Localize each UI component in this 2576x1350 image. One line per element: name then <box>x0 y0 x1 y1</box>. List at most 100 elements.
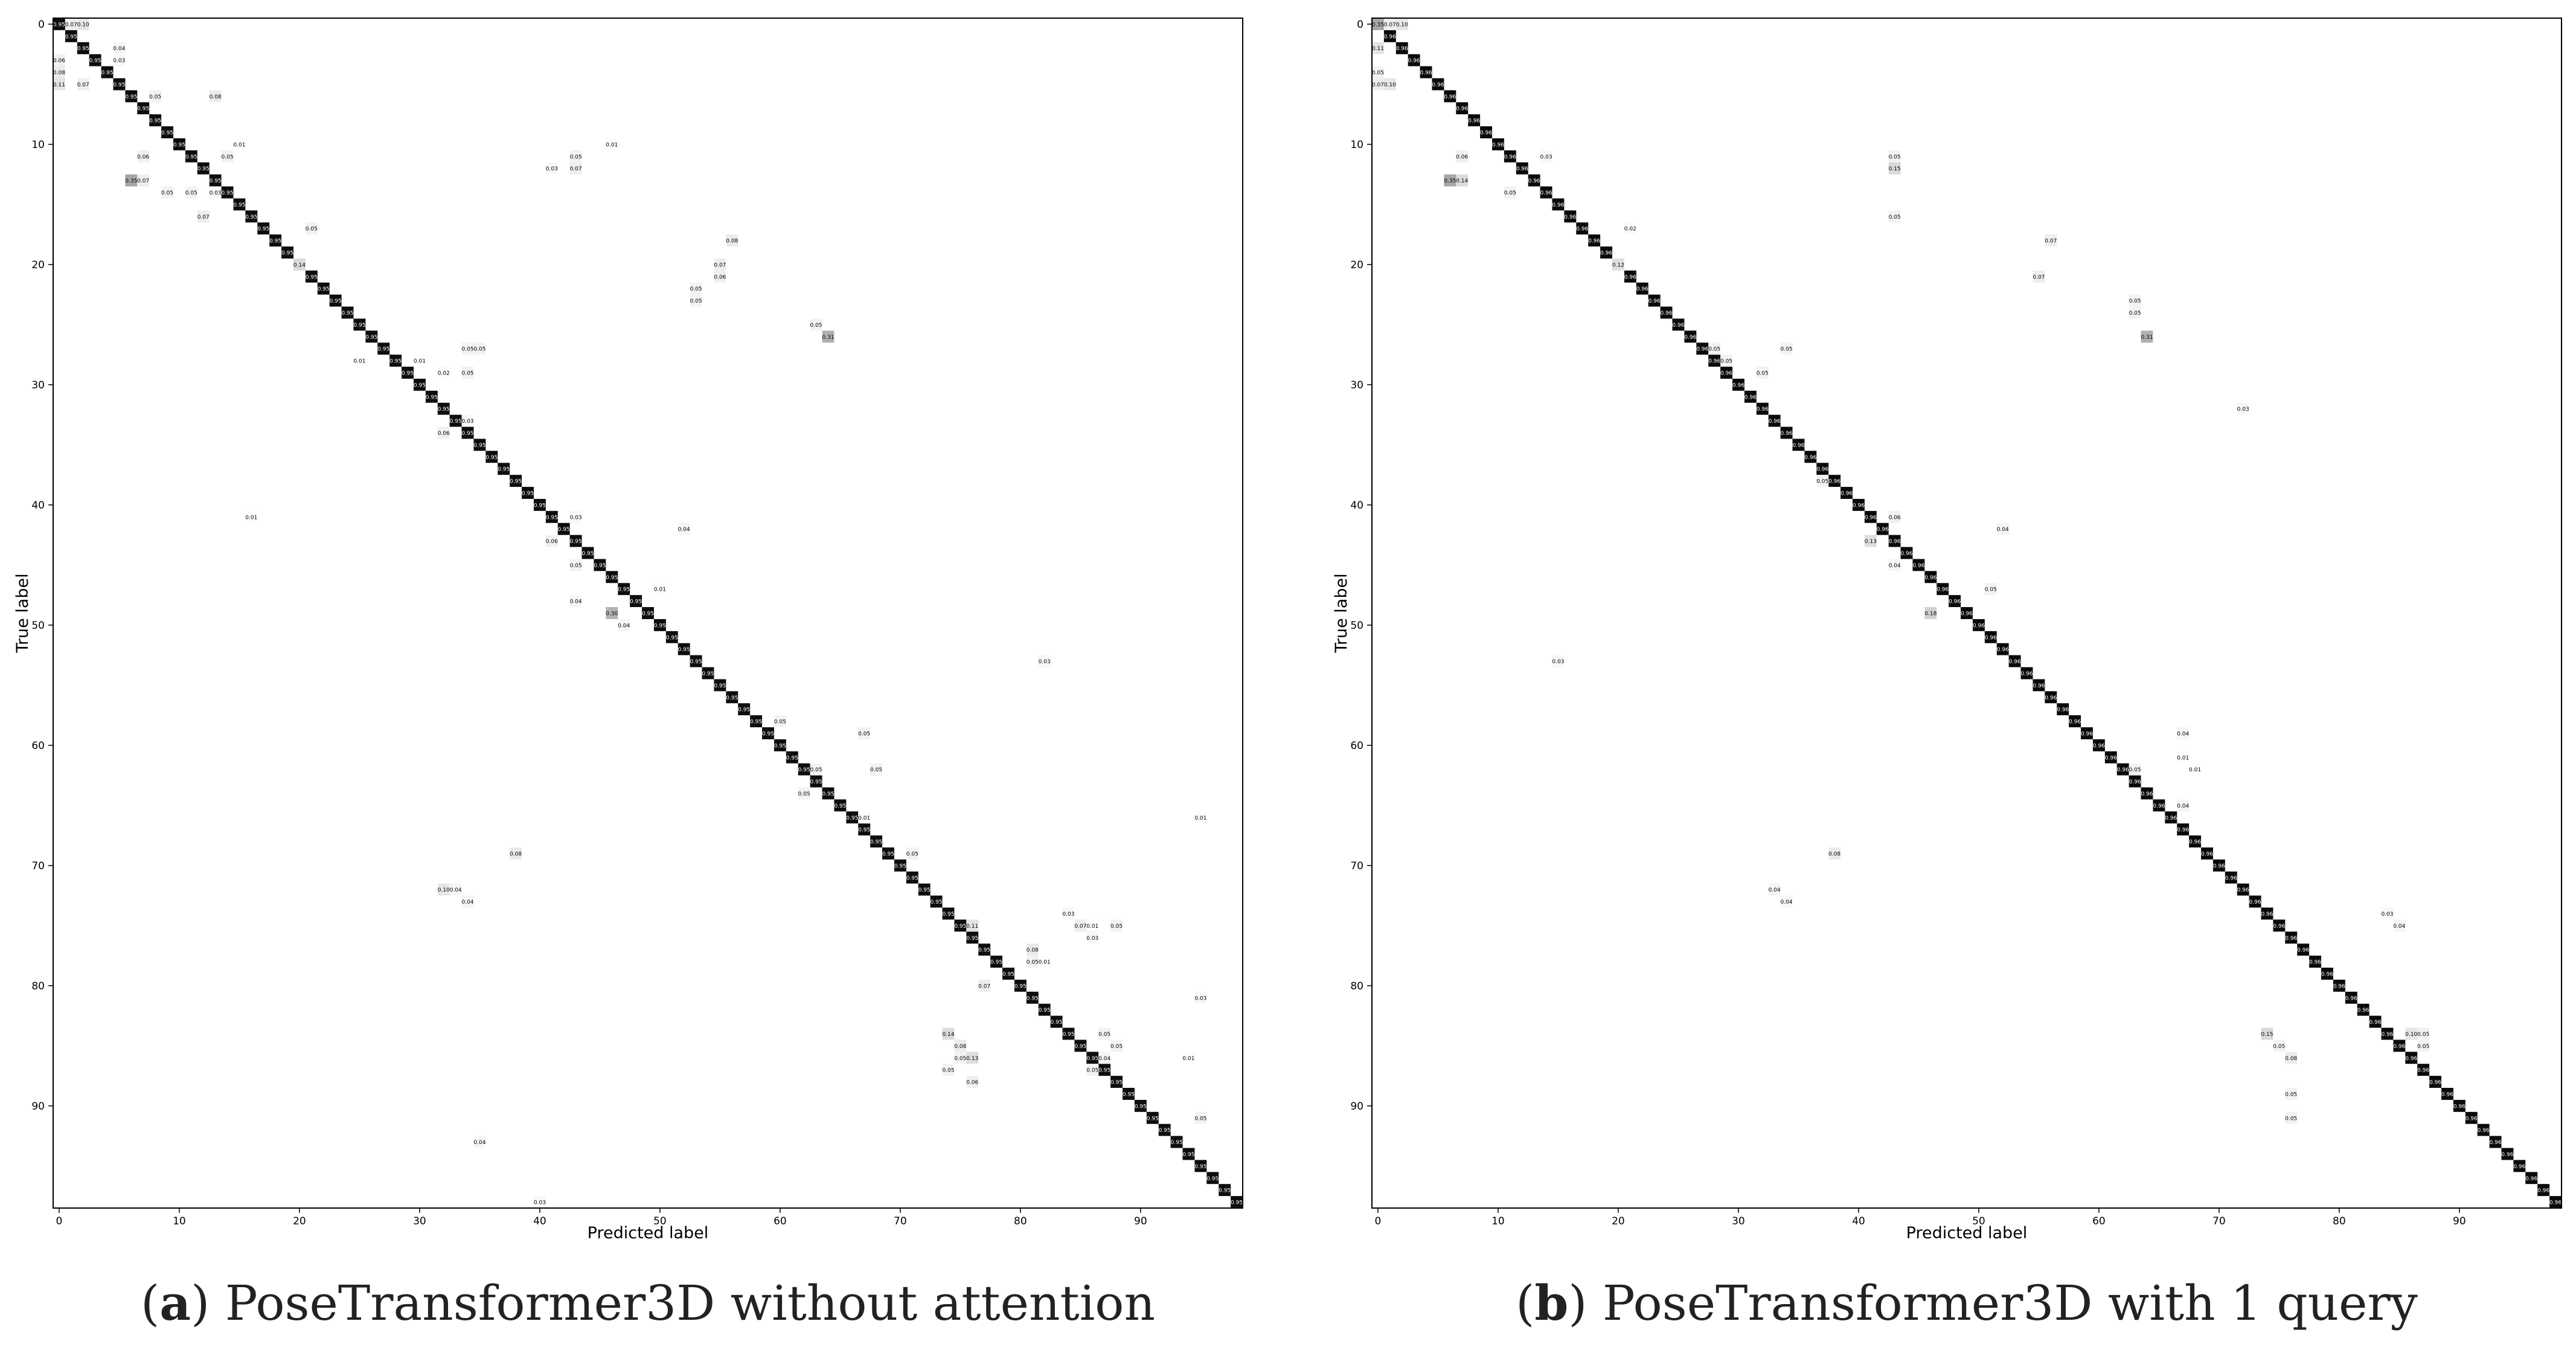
cell-value-label: 0.95 <box>1014 983 1027 989</box>
caption-b: (b) PoseTransformer3D with 1 query <box>1516 1274 2418 1331</box>
cell-value-label: 0.04 <box>2177 731 2189 737</box>
heatmap-cell <box>1383 30 1396 42</box>
cell-value-label: 0.96 <box>1924 575 1937 581</box>
cell-value-label: 0.06 <box>714 274 726 280</box>
heatmap-cell <box>726 234 739 247</box>
cell-value-label: 0.96 <box>1636 286 1648 292</box>
heatmap-cell <box>329 294 342 307</box>
cell-value-label: 0.11 <box>966 924 978 930</box>
heatmap-cell <box>449 414 462 427</box>
heatmap-cell <box>1231 1196 1243 1208</box>
cell-value-label: 0.05 <box>149 94 161 100</box>
caption-open-paren: ( <box>141 1275 159 1331</box>
heatmap-cell <box>209 186 222 199</box>
heatmap-cell <box>966 931 979 944</box>
heatmap-cell <box>1780 895 1793 908</box>
x-tick-label: 10 <box>1491 1215 1505 1227</box>
heatmap-cell <box>1050 1015 1063 1028</box>
heatmap-cell <box>1372 18 1384 30</box>
heatmap-cell <box>942 907 955 920</box>
heatmap-cell <box>2033 270 2045 283</box>
heatmap-cell <box>1612 258 1624 271</box>
cell-value-label: 0.96 <box>2549 1200 2562 1206</box>
cell-value-label: 0.02 <box>438 371 450 377</box>
heatmap-cell <box>293 258 306 271</box>
cell-value-label: 0.05 <box>2285 1091 2297 1098</box>
cell-value-label: 0.95 <box>137 106 149 112</box>
heatmap-cell <box>305 270 318 283</box>
cell-value-label: 0.95 <box>65 34 77 40</box>
cell-value-label: 0.06 <box>1456 154 1468 160</box>
cell-value-label: 0.95 <box>377 347 389 353</box>
heatmap-cell <box>774 739 786 751</box>
heatmap-cell <box>113 78 126 91</box>
cell-value-label: 0.95 <box>798 767 810 773</box>
x-tick-label: 60 <box>774 1215 787 1227</box>
cell-value-label: 0.96 <box>2321 971 2333 977</box>
cell-value-label: 0.95 <box>738 707 750 713</box>
heatmap-cell <box>2033 679 2045 692</box>
heatmap-cell <box>1816 463 1829 475</box>
cell-value-label: 0.07 <box>978 983 990 989</box>
cell-value-label: 0.05 <box>858 731 870 737</box>
cell-value-label: 0.95 <box>594 563 606 569</box>
cell-value-label: 0.95 <box>666 635 678 641</box>
cell-value-label: 0.95 <box>173 142 185 148</box>
cell-value-label: 0.96 <box>1804 455 1816 461</box>
heatmap-cell <box>1792 439 1805 451</box>
heatmap-cell <box>1516 162 1528 175</box>
cell-value-label: 0.05 <box>185 190 197 196</box>
cell-value-label: 0.05 <box>798 791 810 797</box>
heatmap-cell <box>930 895 943 908</box>
cell-value-label: 0.96 <box>1384 34 1396 40</box>
heatmap-cell <box>2116 763 2129 776</box>
cell-value-label: 0.95 <box>365 335 377 341</box>
heatmap-cell <box>2285 1111 2298 1124</box>
heatmap-cell <box>1098 1052 1111 1064</box>
heatmap-cell <box>1912 559 1925 571</box>
cell-value-label: 0.96 <box>2045 695 2057 701</box>
heatmap-cell <box>1996 522 2009 535</box>
heatmap-cell <box>870 763 883 776</box>
cell-value-label: 0.96 <box>1432 82 1444 88</box>
heatmap-cell <box>113 54 126 66</box>
cell-value-label: 0.35 <box>125 178 137 184</box>
cell-value-label: 0.95 <box>233 202 245 208</box>
x-tick-label: 0 <box>56 1215 63 1227</box>
heatmap-cell <box>942 1064 955 1076</box>
cell-value-label: 0.01 <box>654 587 666 593</box>
cell-value-label: 0.96 <box>2201 851 2213 857</box>
cell-value-label: 0.96 <box>1828 479 1841 485</box>
heatmap-cell <box>245 210 258 223</box>
cell-value-label: 0.96 <box>2501 1152 2513 1158</box>
heatmap-cell <box>690 655 702 667</box>
caption-open-paren: ( <box>1516 1275 1534 1331</box>
heatmap-cell <box>1937 583 1949 596</box>
cell-value-label: 0.96 <box>1564 214 1576 220</box>
heatmap-cell <box>665 631 678 643</box>
heatmap-cell <box>1134 1099 1147 1112</box>
heatmap-cell <box>1864 510 1877 523</box>
heatmap-cell <box>1468 114 1481 127</box>
heatmap-cell <box>1816 475 1829 487</box>
cell-value-label: 0.04 <box>678 527 690 533</box>
cell-value-label: 0.05 <box>1985 587 1997 593</box>
cell-value-label: 0.95 <box>630 599 642 605</box>
cell-value-label: 0.96 <box>2285 936 2297 942</box>
heatmap-cell <box>461 367 474 379</box>
cell-value-label: 0.96 <box>2441 1091 2453 1098</box>
x-tick-label: 80 <box>2333 1215 2346 1227</box>
cell-value-label: 0.04 <box>2393 924 2405 930</box>
cell-value-label: 0.05 <box>461 347 473 353</box>
cell-value-label: 0.06 <box>137 154 149 160</box>
cell-value-label: 0.96 <box>2141 791 2153 797</box>
heatmap-cell <box>1098 1064 1111 1076</box>
x-tick-label: 20 <box>1612 1215 1625 1227</box>
heatmap-cell <box>1038 1003 1051 1016</box>
heatmap-cell <box>413 355 426 367</box>
heatmap-cell <box>1852 498 1865 511</box>
heatmap-cell <box>870 835 883 848</box>
cell-value-label: 0.96 <box>2273 924 2285 930</box>
cell-value-label: 0.96 <box>1600 251 1612 257</box>
heatmap-cell <box>1720 367 1732 379</box>
